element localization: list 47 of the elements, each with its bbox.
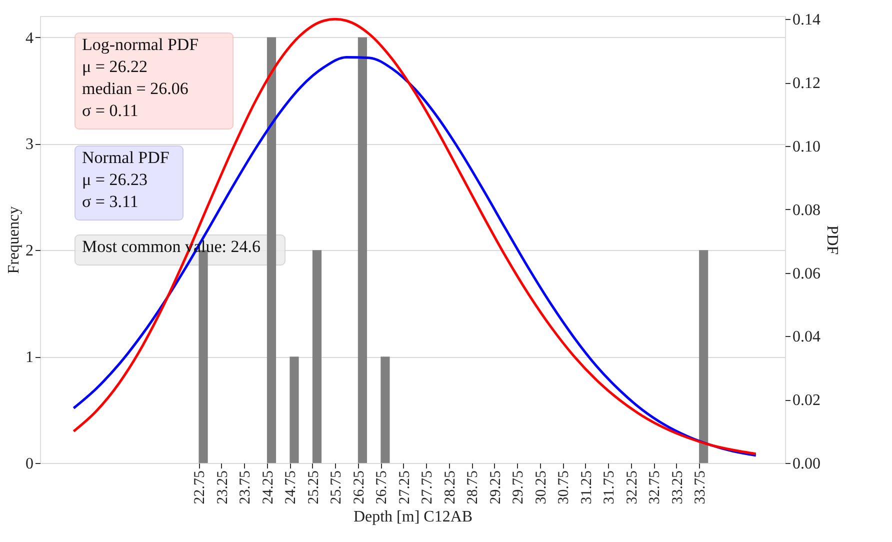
y-tick-label: 3 <box>26 136 34 154</box>
y2-tick-label: 0.04 <box>792 328 820 346</box>
x-tick-label: 29.25 <box>488 470 504 504</box>
x-tick-label: 32.25 <box>624 470 640 504</box>
y2-tick-label: 0.10 <box>792 138 820 156</box>
x-axis-title: Depth [m] C12AB <box>353 508 473 526</box>
bar <box>699 250 708 463</box>
x-tick-label: 23.25 <box>214 470 231 504</box>
x-tick-label: 26.25 <box>351 470 368 504</box>
x-tick-label: 22.75 <box>192 470 208 504</box>
y-tick-label: 0 <box>26 456 34 472</box>
annotation: Normal PDF μ = 26.23 σ = 3.11 <box>82 148 170 211</box>
y2-tick-label: 0.00 <box>792 456 820 472</box>
x-tick-label: 24.25 <box>260 470 276 504</box>
x-tick-label: 30.25 <box>533 470 550 504</box>
x-tick-label: 24.75 <box>283 470 300 504</box>
x-tick-label: 25.75 <box>328 470 345 504</box>
y2-tick-label: 0.12 <box>792 75 820 92</box>
x-tick-label: 32.75 <box>647 470 664 504</box>
bar <box>266 37 276 463</box>
x-tick-label: 28.25 <box>442 470 458 504</box>
y2-tick-label: 0.02 <box>792 392 820 410</box>
x-tick-label: 29.75 <box>510 470 527 504</box>
bar <box>290 356 299 463</box>
y-tick-label: 1 <box>26 349 34 366</box>
annotation: Log-normal PDF μ = 26.22 median = 26.06 σ = 0.11 <box>82 35 199 120</box>
x-tick-label: 23.75 <box>238 470 254 504</box>
y2-tick-label: 0.08 <box>792 202 820 219</box>
x-tick-label: 28.75 <box>465 470 482 504</box>
y2-tick-label: 0.06 <box>792 265 820 282</box>
bar <box>312 250 322 463</box>
bar <box>380 356 390 463</box>
x-tick-label: 25.25 <box>306 470 322 504</box>
x-tick-label: 30.75 <box>556 470 572 504</box>
x-tick-label: 31.25 <box>578 470 595 504</box>
x-tick-label: 27.25 <box>396 470 413 504</box>
y2-axis-title: PDF <box>824 225 840 255</box>
bar <box>358 37 368 463</box>
y-tick-label: 4 <box>26 30 34 47</box>
x-tick-label: 33.75 <box>692 470 709 504</box>
y2-tick-label: 0.14 <box>792 12 820 29</box>
x-tick-label: 27.75 <box>420 470 436 504</box>
x-tick-label: 26.75 <box>374 470 390 504</box>
y-axis-title: Frequency <box>6 206 22 274</box>
y-tick-label: 2 <box>26 242 34 260</box>
x-tick-label: 33.25 <box>670 470 686 504</box>
x-tick-label: 31.75 <box>602 470 618 504</box>
